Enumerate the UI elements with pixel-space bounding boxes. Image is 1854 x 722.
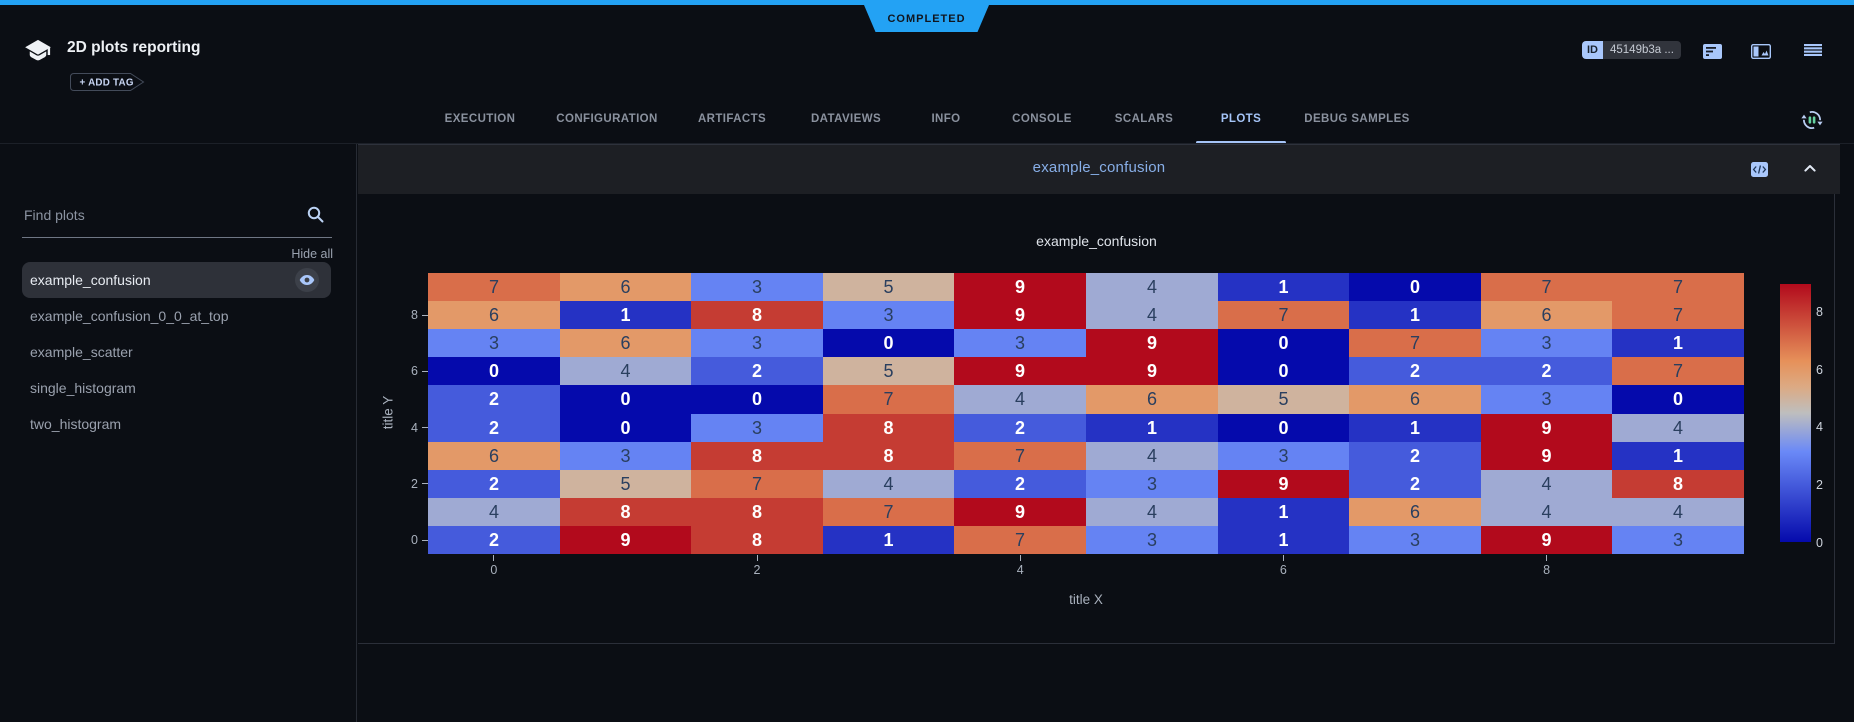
- svg-text:+ ADD TAG: + ADD TAG: [80, 78, 134, 89]
